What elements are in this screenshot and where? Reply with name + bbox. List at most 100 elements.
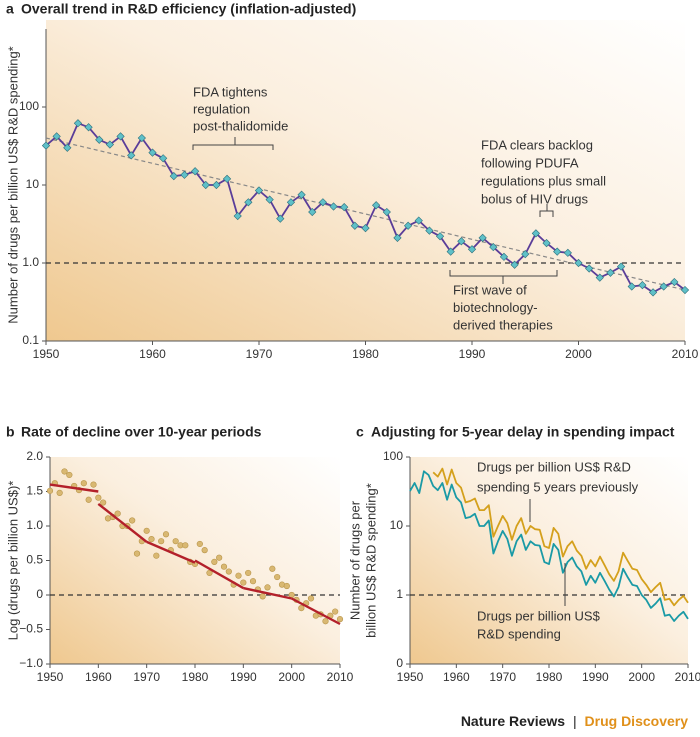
y-tick-label: 0 [396,656,403,670]
point-marker [159,154,168,163]
point-marker [563,248,572,257]
scatter-point [80,480,87,487]
point-marker [361,224,370,233]
point-marker [446,247,455,256]
trend-segment [291,597,341,626]
point-marker [148,148,157,157]
scatter-point [225,568,232,575]
y-axis-label: Log (drugs per billion US$)* [5,481,20,641]
point-marker [680,285,690,295]
x-tick-label: 1990 [459,347,486,361]
point-marker [585,264,594,273]
x-tick-label: 2010 [675,670,700,684]
scatter-point [66,471,73,479]
scatter-point [182,542,189,549]
y-tick-label: 1 [396,587,403,601]
y-tick-label: 1.5 [26,484,43,498]
point-marker [531,229,541,238]
annotation-bracket [449,270,558,284]
trend-segment [194,559,244,590]
point-marker [52,132,61,141]
scatter-point [264,584,271,591]
annotation-text: regulation [193,101,250,116]
point-marker [627,282,636,291]
scatter-point [283,582,290,590]
annotation-text: FDA tightens [193,84,268,99]
y-tick-label: 0.1 [22,333,39,347]
scatter-point [235,572,242,579]
scatter-point [220,563,228,570]
scatter-point [196,540,203,548]
x-tick-label: 1970 [246,347,273,361]
x-tick-label: 1950 [397,670,424,684]
point-marker [286,198,296,207]
point-marker [244,198,253,207]
point-marker [350,221,359,230]
point-marker [308,207,317,217]
point-marker [521,250,530,259]
point-marker [574,258,583,268]
y-tick-label: 0 [36,587,43,601]
annotation-text: bolus of HIV drugs [481,191,588,206]
trend-segment [243,586,292,600]
x-tick-label: 1960 [443,670,470,684]
y-tick-label: 100 [383,449,403,463]
panel-title: Adjusting for 5-year delay in spending i… [371,424,675,440]
x-tick-label: 1970 [133,670,160,684]
footer-section: Drug Discovery [585,713,689,729]
x-tick-label: 1950 [37,670,64,684]
scatter-point [114,510,121,517]
annotation-text: R&D spending [477,626,561,641]
series-line [409,470,689,622]
point-marker [190,167,200,176]
x-tick-label: 1990 [582,670,609,684]
point-marker [467,245,477,254]
x-tick-label: 2010 [327,670,354,684]
plot-background [46,20,685,341]
scatter-point [46,487,54,494]
point-marker [659,282,668,291]
panel-label: c [356,424,364,440]
annotation-text: derived therapies [453,317,553,332]
point-marker [265,195,274,204]
panel-label: b [6,424,15,440]
point-marker [393,233,402,242]
footer-journal: Nature Reviews [461,713,565,729]
scatter-point [85,496,92,503]
series-line [432,467,689,607]
annotation-bracket [192,137,274,150]
annotation-text: post-thalidomide [193,118,288,133]
point-marker [169,172,178,181]
panel-title: Overall trend in R&D efficiency (inflati… [21,1,356,17]
scatter-point [245,569,252,577]
point-marker [616,262,626,271]
x-tick-label: 1980 [536,670,563,684]
point-marker [84,123,93,132]
point-marker [276,214,285,223]
point-marker [489,242,498,252]
point-marker [499,252,509,261]
scatter-point [307,595,315,602]
point-marker [457,237,466,246]
scatter-point [158,538,165,545]
scatter-point [143,527,150,534]
y-axis-label: billion US$ R&D spending* [363,483,378,638]
point-marker [127,151,136,160]
point-marker [180,170,189,179]
trend-segment [146,540,196,564]
scatter-point [216,554,223,561]
y-tick-label: 10 [26,177,40,191]
x-tick-label: 2000 [565,347,592,361]
x-tick-label: 2000 [278,670,305,684]
annotation-bracket [539,204,554,217]
x-tick-label: 1960 [85,670,112,684]
point-marker [553,247,562,256]
scatter-point [211,558,218,565]
x-tick-label: 1980 [182,670,209,684]
y-tick-label: 1.0 [26,518,43,532]
annotation-text: following PDUFA [481,155,579,170]
x-tick-label: 1960 [139,347,166,361]
point-marker [212,180,221,190]
point-marker [638,281,647,290]
